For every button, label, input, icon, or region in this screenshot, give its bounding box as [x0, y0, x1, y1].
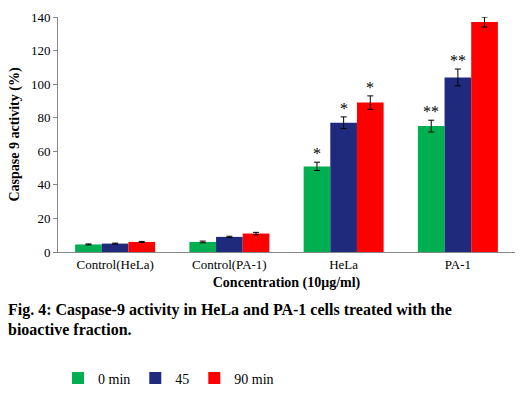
- svg-text:PA-1: PA-1: [445, 257, 471, 272]
- svg-text:90 min: 90 min: [234, 372, 273, 387]
- svg-text:**: **: [423, 103, 439, 120]
- svg-text:*: *: [366, 79, 374, 96]
- svg-text:**: **: [450, 52, 466, 69]
- svg-text:20: 20: [37, 211, 50, 226]
- svg-text:140: 140: [31, 10, 51, 25]
- svg-text:0: 0: [44, 245, 51, 260]
- svg-text:HeLa: HeLa: [329, 257, 358, 272]
- svg-text:120: 120: [31, 43, 51, 58]
- svg-text:Caspase 9 activity (%): Caspase 9 activity (%): [7, 67, 23, 201]
- svg-text:Concentration (10μg/ml): Concentration (10μg/ml): [213, 275, 361, 291]
- svg-text:40: 40: [37, 177, 50, 192]
- svg-text:100: 100: [31, 77, 51, 92]
- svg-text:*: *: [340, 100, 348, 117]
- svg-text:*: *: [313, 145, 321, 162]
- svg-text:Control(HeLa): Control(HeLa): [76, 257, 153, 272]
- svg-text:80: 80: [37, 110, 50, 125]
- svg-text:Control(PA-1): Control(PA-1): [192, 257, 267, 272]
- html-text:Fig. 4: Caspase-9 activity in: Fig. 4: Caspase-9 activity in HeLa and P…: [8, 301, 452, 338]
- svg-text:0 min: 0 min: [98, 372, 130, 387]
- svg-text:45: 45: [175, 372, 189, 387]
- svg-text:60: 60: [37, 144, 50, 159]
